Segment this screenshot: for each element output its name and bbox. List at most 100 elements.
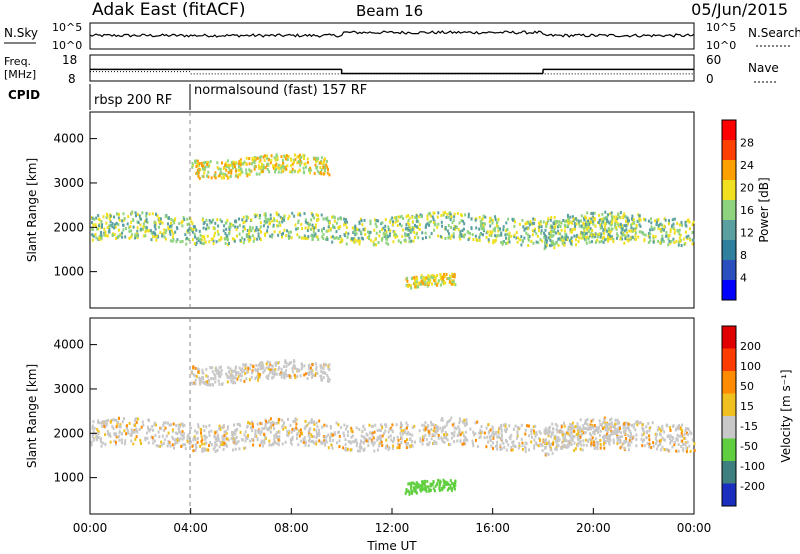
velocity-cell-1737 — [268, 371, 271, 375]
power-cell-609 — [398, 215, 401, 219]
velocity-cell-1249 — [222, 447, 225, 451]
velocity-cell-505 — [591, 436, 594, 440]
power-cell-1743 — [294, 153, 296, 157]
velocity-cell-1272 — [584, 421, 586, 425]
power-cell-1903 — [544, 238, 547, 242]
power-cell-894 — [536, 234, 539, 238]
power-cell-98 — [97, 214, 100, 218]
noise-tick-bottom-right: 10^0 — [706, 39, 736, 52]
velocity-cell-1439 — [295, 426, 298, 430]
velocity-cell-994 — [168, 423, 171, 427]
power-cell-694 — [264, 234, 267, 238]
velocity-cell-934 — [538, 430, 541, 433]
velocity-cell-1144 — [601, 421, 604, 425]
power-cell-870 — [504, 229, 507, 233]
power-cell-1160 — [603, 217, 606, 221]
power-cell-1025 — [206, 223, 209, 227]
power-cell-440 — [561, 239, 564, 243]
power-cell-1429 — [651, 228, 654, 232]
velocity-cell-1832 — [423, 487, 426, 491]
power-cell-1969 — [555, 220, 558, 224]
velocity-cell-1976 — [622, 426, 625, 430]
velocity-cell-1532 — [211, 366, 214, 370]
velocity-cell-2098 — [547, 432, 550, 436]
velocity-cell-167 — [221, 435, 224, 439]
velocity-cell-1242 — [174, 441, 177, 445]
power-cell-1106 — [547, 219, 550, 223]
power-cell-1943 — [594, 217, 596, 220]
velocity-cell-1892 — [579, 435, 582, 439]
power-cell-1090 — [498, 233, 501, 237]
power-cell-1386 — [610, 215, 613, 219]
power-cell-746 — [633, 237, 636, 241]
velocity-cell-414 — [654, 432, 657, 436]
power-cell-148 — [621, 237, 624, 241]
power-cell-919 — [164, 231, 167, 235]
velocity-cell-400 — [179, 423, 182, 427]
velocity-cell-495 — [170, 423, 172, 427]
power-cell-1715 — [275, 168, 277, 171]
velocity-cell-1601 — [244, 366, 247, 370]
power-cell-549 — [482, 228, 485, 232]
velocity-cell-909 — [404, 440, 407, 443]
velocity-cell-1158 — [100, 440, 103, 444]
velocity-cell-678 — [92, 420, 95, 424]
velocity-cell-541 — [232, 448, 235, 452]
power-cell-2075 — [600, 221, 603, 225]
velocity-cell-231 — [532, 425, 535, 429]
velocity-cell-40 — [147, 427, 150, 431]
power-cell-1737 — [266, 167, 269, 171]
power-cell-813 — [675, 239, 678, 243]
velocity-cell-553 — [496, 435, 499, 439]
power-cell-1415 — [463, 222, 466, 226]
velocity-cell-1094 — [487, 440, 490, 444]
velocity-cell-798 — [455, 427, 458, 431]
velocity-cell-1283 — [147, 418, 150, 422]
velocity-cell-892 — [313, 441, 315, 445]
velocity-cell-500 — [655, 447, 658, 451]
power-cell-1765 — [238, 164, 240, 168]
power-cell-1964 — [553, 225, 556, 229]
velocity-cell-1119 — [473, 433, 476, 437]
velocity-cell-262 — [603, 416, 606, 420]
velocity-cell-1716 — [193, 381, 195, 385]
power-cell-68 — [172, 232, 175, 236]
velocity-cell-1614 — [216, 371, 219, 375]
velocity-cell-692 — [693, 442, 696, 446]
power-cell-1128 — [205, 218, 208, 222]
velocity-cell-1300 — [533, 446, 536, 450]
power-cell-833 — [447, 224, 450, 228]
power-cell-1910 — [564, 235, 567, 239]
power-cell-803 — [667, 222, 670, 226]
power-cell-1852 — [441, 278, 444, 281]
velocity-cell-407 — [405, 441, 408, 445]
power-cell-1931 — [557, 231, 560, 235]
velocity-cell-346 — [536, 443, 539, 447]
power-cell-1997 — [621, 233, 624, 237]
velocity-cell-2079 — [616, 432, 619, 436]
power-cell-1573 — [220, 176, 223, 180]
velocity-cell-1858 — [438, 487, 441, 491]
velocity-cell-55 — [635, 433, 638, 437]
velocity-cell-1463 — [240, 374, 243, 378]
velocity-cell-61 — [383, 431, 386, 435]
velocity-cell-2033 — [562, 439, 565, 443]
power-cell-1976 — [627, 239, 630, 243]
velocity-cell-605 — [107, 432, 109, 436]
power-cell-1635 — [217, 174, 220, 178]
velocity-cell-1659 — [202, 377, 205, 381]
power-cell-331 — [417, 215, 420, 219]
velocity-cell-712 — [677, 449, 680, 453]
power-cell-516 — [569, 228, 572, 232]
power-cell-593 — [410, 239, 413, 243]
power-cell-260 — [540, 231, 543, 235]
power-cell-1811 — [439, 274, 442, 278]
power-cell-916 — [326, 216, 329, 220]
power-cell-852 — [395, 233, 398, 237]
power-cell-426 — [113, 233, 116, 237]
power-cell-1332 — [452, 227, 455, 231]
power-cell-1967 — [585, 225, 588, 229]
power-cell-1345 — [515, 231, 518, 234]
velocity-cell-1606 — [220, 372, 223, 376]
power-cell-798 — [644, 218, 647, 222]
